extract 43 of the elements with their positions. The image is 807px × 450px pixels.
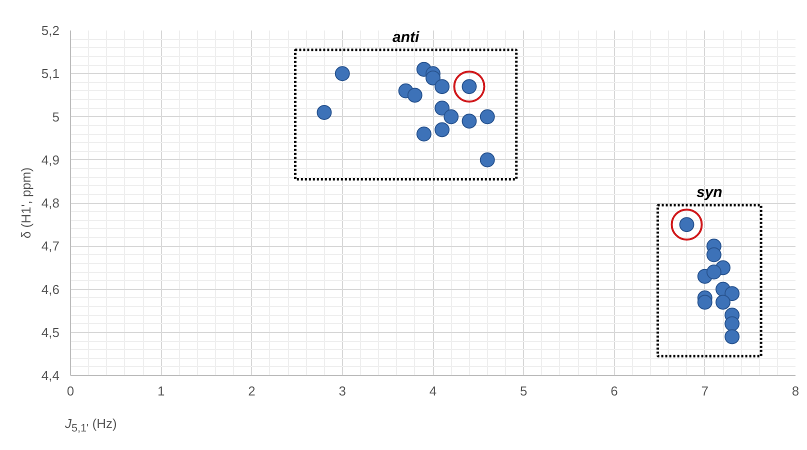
y-tick-label: 4,9 xyxy=(41,152,60,168)
point xyxy=(697,294,712,310)
point xyxy=(434,122,450,138)
x-tick-label: 1 xyxy=(158,384,165,398)
point xyxy=(724,316,740,332)
series-label: anti xyxy=(392,28,420,46)
point xyxy=(316,104,332,120)
x-axis-title: J$_{5,1'}$ (Hz) xyxy=(65,415,117,437)
y-tick-label: 4,5 xyxy=(41,324,60,340)
point xyxy=(434,100,450,116)
point xyxy=(724,329,740,344)
point xyxy=(426,70,440,86)
point xyxy=(434,79,450,94)
point xyxy=(706,247,722,262)
y-axis-title: δ (H1', ppm) xyxy=(18,167,34,239)
point xyxy=(416,126,432,142)
series-label: syn xyxy=(696,184,722,202)
x-tick-label: 0 xyxy=(66,384,74,398)
point xyxy=(716,294,730,310)
point xyxy=(334,66,350,82)
point xyxy=(706,264,722,280)
y-tick-label: 5,1 xyxy=(41,66,60,82)
y-tick-label: 5 xyxy=(52,109,60,124)
y-tick-label: 4,8 xyxy=(41,196,60,210)
point xyxy=(670,208,703,241)
x-tick-label: 2 xyxy=(248,384,256,398)
x-tick-label: 6 xyxy=(610,384,618,398)
x-tick-label: 3 xyxy=(338,384,346,398)
x-tick-label: 7 xyxy=(701,384,708,398)
point xyxy=(480,109,495,124)
point xyxy=(480,152,495,168)
x-tick-label: 8 xyxy=(792,384,800,398)
point xyxy=(724,286,740,302)
x-tick-label: 4 xyxy=(429,384,437,398)
point xyxy=(444,109,459,124)
point xyxy=(462,114,477,129)
y-tick-label: 4,4 xyxy=(41,368,60,383)
point xyxy=(453,70,486,103)
y-tick-label: 4,7 xyxy=(41,238,60,254)
y-tick-label: 5,2 xyxy=(41,23,60,38)
y-tick-label: 4,6 xyxy=(41,282,60,297)
point xyxy=(407,88,422,103)
x-tick-label: 5 xyxy=(520,384,528,398)
